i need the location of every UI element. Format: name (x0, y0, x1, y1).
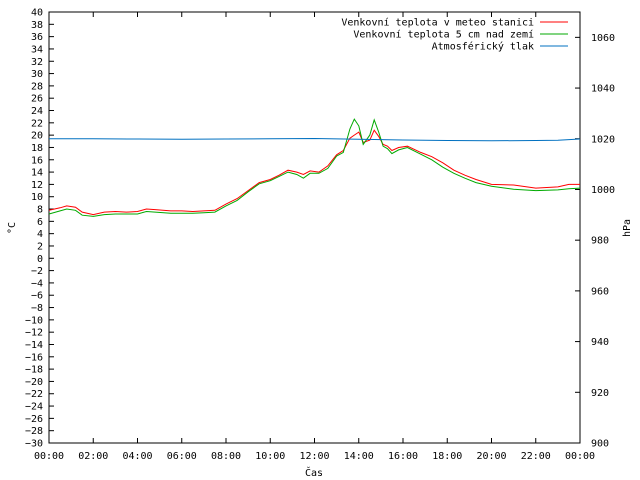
x-tick-label: 10:00 (255, 451, 285, 462)
y2-tick-label: 1020 (591, 134, 615, 145)
y-tick-label: 0 (37, 254, 43, 265)
x-tick-label: 14:00 (344, 451, 374, 462)
y-tick-label: 10 (31, 192, 43, 203)
y2-tick-label: 1060 (591, 33, 615, 44)
y-tick-label: −8 (31, 303, 43, 314)
y-tick-label: 36 (31, 32, 43, 43)
y-tick-label: 30 (31, 69, 43, 80)
series-line-3 (49, 137, 581, 142)
x-tick-label: 04:00 (122, 451, 152, 462)
y-tick-label: −4 (31, 278, 43, 289)
series-line-2 (48, 118, 581, 217)
y-tick-label: −22 (25, 389, 43, 400)
x-tick-label: 18:00 (432, 451, 462, 462)
y-tick-label: 4 (37, 229, 43, 240)
x-tick-label: 00:00 (34, 451, 64, 462)
y2-tick-label: 1040 (591, 84, 615, 95)
series-lines (48, 118, 581, 217)
y-tick-label: 26 (31, 94, 43, 105)
x-tick-label: 02:00 (78, 451, 108, 462)
y-tick-label: −18 (25, 365, 43, 376)
y-tick-label: −26 (25, 414, 43, 425)
y-tick-label: 22 (31, 118, 43, 129)
y-tick-label: 38 (31, 20, 43, 31)
x-tick-label: 12:00 (299, 451, 329, 462)
y2-tick-label: 980 (591, 236, 609, 247)
y2-tick-label: 1000 (591, 185, 615, 196)
y2-tick-label: 920 (591, 388, 609, 399)
y-tick-label: 8 (37, 205, 43, 216)
y2-tick-label: 940 (591, 337, 609, 348)
y-tick-label: 12 (31, 180, 43, 191)
y-tick-label: −30 (25, 439, 43, 450)
y-tick-label: −12 (25, 328, 43, 339)
y-tick-label: −28 (25, 426, 43, 437)
legend-label-3: Atmosférický tlak (432, 41, 534, 53)
x-tick-label: 22:00 (521, 451, 551, 462)
x-tick-label: 16:00 (388, 451, 418, 462)
y-tick-label: −6 (31, 291, 43, 302)
y2-axis-label: hPa (622, 219, 633, 237)
series-line-1 (48, 129, 580, 216)
axis-ticks: 4038363432302826242220181614121086420−2−… (25, 8, 615, 463)
y-tick-label: 40 (31, 8, 43, 19)
y-tick-label: −14 (25, 340, 43, 351)
x-axis-label: Čas (305, 466, 323, 479)
y-tick-label: −24 (25, 402, 43, 413)
legend: Venkovní teplota v meteo staniciVenkovní… (341, 17, 568, 53)
y-tick-label: 18 (31, 143, 43, 154)
y-tick-label: 34 (31, 44, 43, 55)
legend-label-2: Venkovní teplota 5 cm nad zemí (353, 29, 534, 41)
y-tick-label: 20 (31, 131, 43, 142)
y-tick-label: 32 (31, 57, 43, 68)
y-tick-label: 24 (31, 106, 43, 117)
x-tick-label: 06:00 (167, 451, 197, 462)
y-tick-label: −16 (25, 352, 43, 363)
y2-tick-label: 900 (591, 439, 609, 450)
plot-border (48, 11, 581, 444)
x-tick-label: 08:00 (211, 451, 241, 462)
y-tick-label: 16 (31, 155, 43, 166)
y-tick-label: 2 (37, 241, 43, 252)
y-tick-label: 14 (31, 168, 43, 179)
x-tick-label: 20:00 (476, 451, 506, 462)
y-tick-label: −20 (25, 377, 43, 388)
y-tick-label: 28 (31, 81, 43, 92)
x-tick-label: 00:00 (565, 451, 595, 462)
y-axis-label: °C (7, 222, 18, 234)
y2-tick-label: 960 (591, 286, 609, 297)
legend-label-1: Venkovní teplota v meteo stanici (341, 17, 534, 29)
y-tick-label: −2 (31, 266, 43, 277)
y-tick-label: −10 (25, 315, 43, 326)
y-tick-label: 6 (37, 217, 43, 228)
